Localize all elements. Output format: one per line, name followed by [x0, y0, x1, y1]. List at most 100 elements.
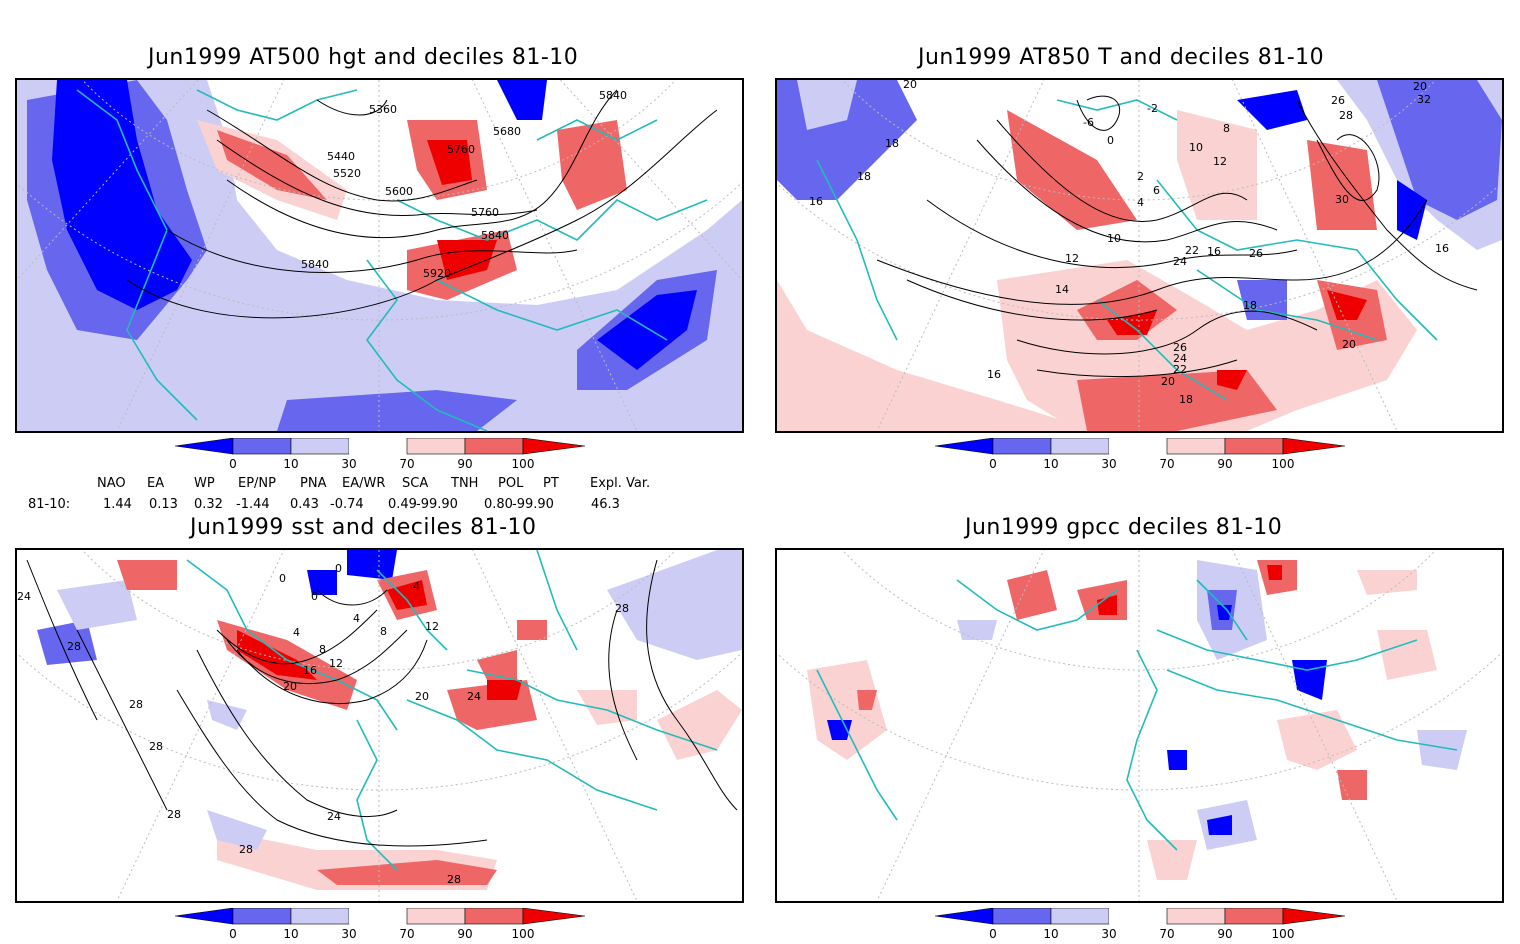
- contour-label: 5520: [333, 167, 361, 180]
- contour-label: 20: [283, 680, 297, 693]
- contour-label: 12: [425, 620, 439, 633]
- colorbar-top-left: 0 10 30 70 90 100: [174, 437, 586, 472]
- contour-label: 8: [380, 625, 387, 638]
- contour-label: 2: [1137, 170, 1144, 183]
- contour-label: -6: [1083, 116, 1094, 129]
- coastlines: [76, 89, 708, 431]
- index-header-ea: EA: [147, 476, 165, 491]
- contour-label: 18: [857, 170, 871, 183]
- index-value-sca: 0.49: [388, 497, 417, 512]
- contour-label: 20: [903, 80, 917, 91]
- contour-label: 8: [1223, 122, 1230, 135]
- decile-shading: [17, 80, 742, 431]
- contour-label: 12: [329, 657, 343, 670]
- index-value-pol: 0.80: [484, 497, 513, 512]
- index-value-tnh: -99.90: [416, 497, 458, 512]
- contour-label: 10: [1189, 141, 1203, 154]
- contour-label: 20: [1161, 375, 1175, 388]
- contour-labels: 20 18 18 16 -6 0 -2 2 6 4 8 10 12 10 12 …: [809, 80, 1449, 406]
- contour-label: 5680: [493, 125, 521, 138]
- contour-label: 20: [1413, 80, 1427, 93]
- colorbar-tick: 100: [1272, 927, 1295, 940]
- index-value-eawr: -0.74: [330, 497, 364, 512]
- lat-lon-grid: [17, 550, 742, 901]
- colorbar-tick: 100: [1272, 457, 1295, 471]
- colorbar-tick: 30: [341, 457, 356, 471]
- lat-lon-grid: [777, 80, 1502, 431]
- contour-label: 5840: [599, 89, 627, 102]
- height-contours: [126, 89, 718, 319]
- index-row-label: 81-10:: [28, 497, 71, 512]
- contour-label: 5360: [369, 103, 397, 116]
- contour-label: 16: [987, 368, 1001, 381]
- colorbar-bottom-left: 0 10 30 70 90 100: [174, 907, 586, 941]
- contour-label: 24: [1173, 352, 1187, 365]
- coastlines: [186, 550, 718, 871]
- contour-label: 28: [239, 843, 253, 856]
- colorbar-tick: 70: [1159, 927, 1174, 940]
- index-header-tnh: TNH: [451, 476, 479, 491]
- contour-label: 8: [319, 643, 326, 656]
- colorbar-tick: 100: [512, 457, 535, 471]
- index-header-pt: PT: [543, 476, 559, 491]
- colorbar-tick: 30: [341, 927, 356, 940]
- index-header-sca: SCA: [402, 476, 429, 491]
- panel-title-hgt500: Jun1999 AT500 hgt and deciles 81-10: [148, 45, 579, 70]
- contour-label: 0: [279, 572, 286, 585]
- contour-label: 18: [885, 137, 899, 150]
- contour-label: 4: [293, 626, 300, 639]
- contour-label: 28: [1339, 109, 1353, 122]
- contour-label: 14: [1055, 283, 1069, 296]
- colorbar-tick: 90: [457, 457, 472, 471]
- colorbar-tick: 10: [283, 927, 298, 940]
- contour-label: 0: [311, 590, 318, 603]
- index-header-pna: PNA: [300, 476, 327, 491]
- colorbar-tick: 10: [1043, 457, 1058, 471]
- map-panel-gpcc: [775, 548, 1504, 903]
- contour-label: 4: [413, 580, 420, 593]
- contour-label: 12: [1065, 252, 1079, 265]
- contour-labels: 5360 5440 5520 5600 5680 5760 5760 5840 …: [301, 89, 627, 280]
- map-panel-t850: 20 18 18 16 -6 0 -2 2 6 4 8 10 12 10 12 …: [775, 78, 1504, 433]
- index-header-nao: NAO: [97, 476, 126, 491]
- contour-label: 6: [1153, 184, 1160, 197]
- contour-label: 28: [149, 740, 163, 753]
- contour-label: 12: [1213, 155, 1227, 168]
- index-value-pt: -99.90: [512, 497, 554, 512]
- colorbar-top-right: 0 10 30 70 90 100: [934, 437, 1346, 472]
- contour-label: 20: [415, 690, 429, 703]
- contour-label: 32: [1417, 93, 1431, 106]
- contour-label: 24: [327, 810, 341, 823]
- colorbar-tick: 0: [229, 927, 237, 940]
- colorbar-tick: 90: [1217, 927, 1232, 940]
- contour-label: 20: [1342, 338, 1356, 351]
- index-header-wp: WP: [194, 476, 215, 491]
- contour-label: 28: [167, 808, 181, 821]
- index-header-epnp: EP/NP: [238, 476, 276, 491]
- contour-label: 4: [1137, 196, 1144, 209]
- contour-label: 5920: [423, 267, 451, 280]
- contour-label: 28: [67, 640, 81, 653]
- contour-label: 5440: [327, 150, 355, 163]
- contour-label: 18: [1179, 393, 1193, 406]
- contour-label: 26: [1249, 247, 1263, 260]
- contour-label: 28: [129, 698, 143, 711]
- contour-label: 24: [1173, 255, 1187, 268]
- contour-label: 26: [1331, 94, 1345, 107]
- contour-label: 30: [1335, 193, 1349, 206]
- index-value-epnp: -1.44: [236, 497, 270, 512]
- colorbar-tick: 70: [399, 457, 414, 471]
- contour-label: 0: [1107, 134, 1114, 147]
- contour-label: 5760: [471, 206, 499, 219]
- index-header-explvar: Expl. Var.: [590, 476, 651, 491]
- map-panel-sst: 24 28 28 28 28 0 0 0 4 4 8 4 8 12 12 16 …: [15, 548, 744, 903]
- contour-label: 16: [1207, 245, 1221, 258]
- contour-label: 28: [447, 873, 461, 886]
- colorbar-tick: 0: [989, 457, 997, 471]
- temperature-contours: [876, 95, 1478, 378]
- colorbar-tick: 0: [989, 927, 997, 940]
- index-value-pna: 0.43: [290, 497, 319, 512]
- contour-label: 16: [1435, 242, 1449, 255]
- contour-label: 24: [17, 590, 31, 603]
- index-value-nao: 1.44: [103, 497, 132, 512]
